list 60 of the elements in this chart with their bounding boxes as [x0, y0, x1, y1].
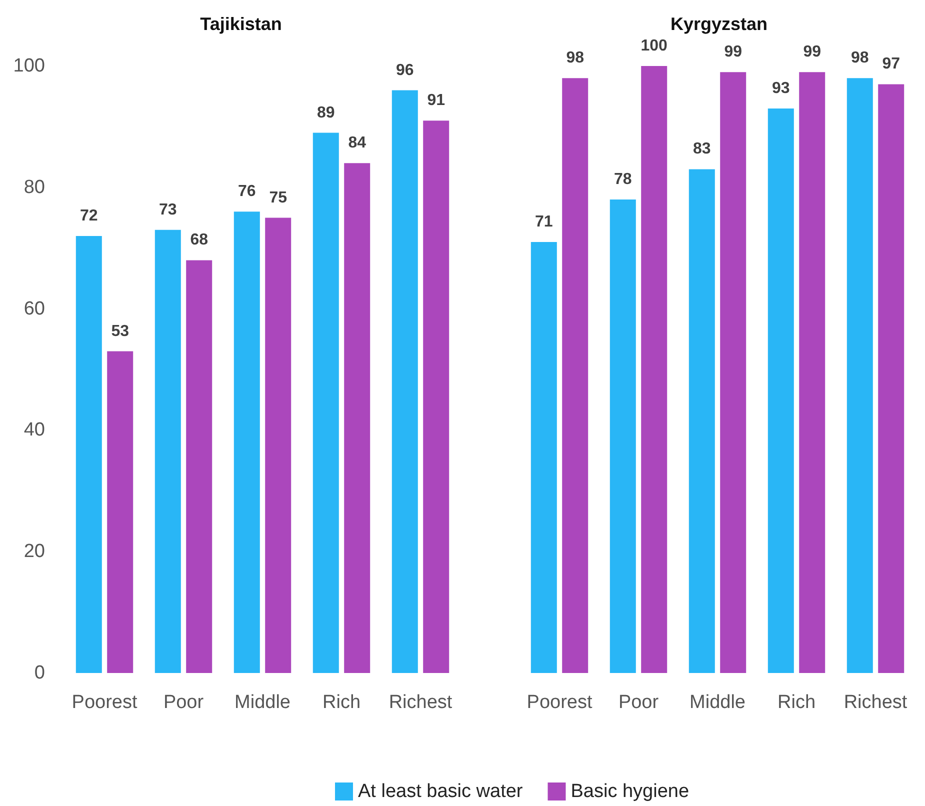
data-label: 89 — [317, 104, 335, 122]
data-label: 68 — [190, 232, 208, 249]
y-tick-label: 20 — [24, 541, 45, 562]
data-label: 97 — [882, 56, 900, 73]
chart-title: Tajikistan — [200, 14, 282, 34]
data-label: 76 — [238, 183, 256, 200]
data-label: 99 — [803, 44, 822, 61]
data-label: 100 — [640, 38, 668, 54]
y-tick-label: 80 — [24, 176, 45, 198]
data-label: 91 — [427, 92, 446, 110]
y-tick-label: 100 — [13, 56, 45, 76]
x-tick-label: Poorest — [526, 692, 593, 713]
bar — [878, 84, 904, 673]
chart-title: Kyrgyzstan — [670, 14, 768, 34]
data-label: 53 — [111, 322, 130, 340]
legend-label: At least basic water — [358, 781, 524, 802]
bar — [846, 78, 873, 673]
bar — [186, 260, 212, 673]
y-tick-label: 40 — [24, 420, 45, 441]
bar — [799, 72, 826, 673]
x-tick-label: Richest — [388, 692, 453, 713]
x-tick-label: Middle — [690, 692, 746, 713]
x-tick-label: Poor — [163, 692, 204, 713]
x-tick-label: Poor — [618, 692, 660, 713]
data-label: 99 — [724, 44, 742, 61]
bar — [265, 218, 292, 673]
y-tick-label: 0 — [34, 662, 45, 684]
x-tick-label: Rich — [322, 692, 361, 713]
data-label: 98 — [566, 50, 584, 67]
data-label: 98 — [851, 50, 869, 67]
x-tick-label: Rich — [777, 692, 816, 713]
bar — [530, 242, 557, 673]
bar — [610, 200, 636, 673]
data-label: 73 — [159, 201, 177, 218]
y-tick-label: 60 — [24, 298, 45, 320]
bar — [234, 212, 260, 673]
data-label: 75 — [269, 189, 288, 206]
bar — [392, 90, 418, 673]
data-label: 93 — [772, 80, 790, 97]
x-tick-label: Middle — [234, 692, 290, 713]
x-tick-label: Poorest — [72, 692, 138, 713]
data-label: 96 — [396, 62, 414, 79]
data-label: 72 — [80, 207, 98, 224]
bar — [688, 169, 715, 673]
x-tick-label: Richest — [844, 692, 908, 713]
bar — [562, 78, 588, 673]
bar — [720, 72, 746, 673]
bar — [76, 236, 102, 673]
bar — [107, 351, 134, 673]
bar — [154, 230, 181, 673]
data-label: 83 — [693, 140, 711, 158]
bar — [423, 120, 450, 673]
bar — [641, 66, 668, 673]
data-label: 78 — [614, 171, 632, 188]
bar — [768, 108, 794, 673]
data-label: 71 — [535, 214, 553, 231]
legend-label: Basic hygiene — [570, 781, 690, 802]
bar — [344, 163, 370, 673]
data-label: 84 — [348, 134, 366, 152]
bar — [312, 132, 339, 673]
